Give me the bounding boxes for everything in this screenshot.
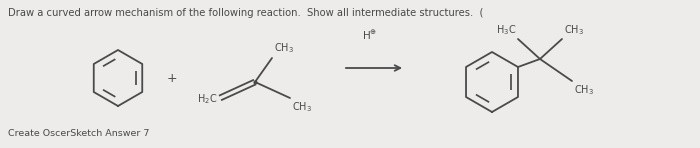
Text: H$_2$C: H$_2$C bbox=[197, 92, 217, 106]
Text: H$_3$C: H$_3$C bbox=[496, 23, 516, 37]
Text: CH$_3$: CH$_3$ bbox=[292, 100, 312, 114]
Text: H$^{\oplus}$: H$^{\oplus}$ bbox=[363, 29, 377, 42]
Text: Draw a curved arrow mechanism of the following reaction.  Show all intermediate : Draw a curved arrow mechanism of the fol… bbox=[8, 8, 484, 18]
Text: CH$_3$: CH$_3$ bbox=[274, 41, 294, 55]
Text: CH$_3$: CH$_3$ bbox=[574, 83, 594, 97]
Text: Create OscerSketch Answer 7: Create OscerSketch Answer 7 bbox=[8, 129, 149, 138]
Text: +: + bbox=[167, 71, 177, 85]
Text: CH$_3$: CH$_3$ bbox=[564, 23, 584, 37]
